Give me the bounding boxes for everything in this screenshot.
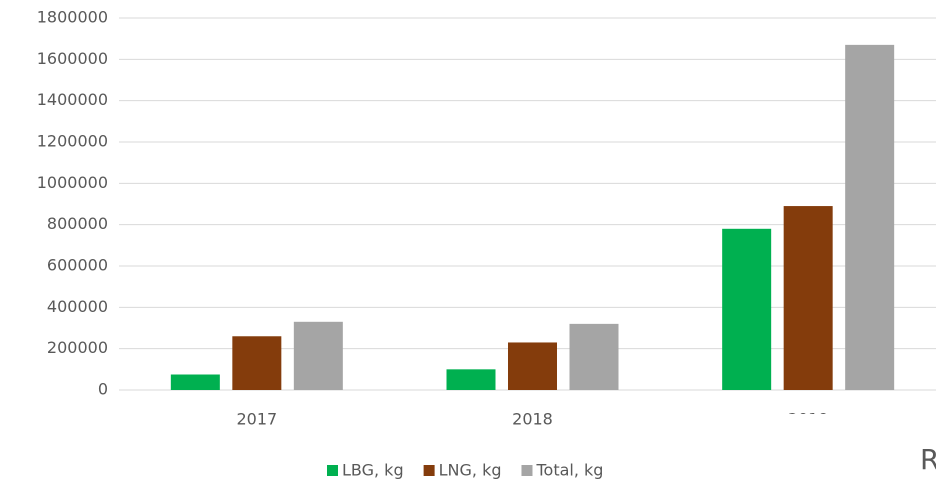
- y-tick-label: 200000: [47, 338, 108, 357]
- bar: [232, 336, 282, 390]
- y-tick-label: 1600000: [37, 49, 108, 68]
- bar: [722, 228, 772, 390]
- legend-swatch: [423, 465, 435, 476]
- annotation: R: [920, 443, 936, 476]
- overlay: [700, 414, 936, 444]
- bar: [569, 323, 619, 390]
- y-tick-label: 1200000: [37, 132, 108, 151]
- legend-swatch: [521, 465, 533, 476]
- bar: [508, 342, 557, 390]
- x-tick-label: 2018: [512, 410, 553, 429]
- y-tick-label: 1400000: [37, 90, 108, 109]
- bar: [170, 374, 220, 390]
- legend-swatch: [327, 465, 338, 476]
- y-tick-label: 1000000: [37, 173, 108, 192]
- bar: [783, 206, 833, 390]
- bar: [845, 44, 895, 390]
- y-tick-label: 0: [98, 380, 108, 399]
- bar: [446, 369, 496, 390]
- y-tick-label: 1800000: [37, 8, 108, 27]
- y-tick-label: 800000: [47, 214, 108, 233]
- y-tick-label: 400000: [47, 297, 108, 316]
- x-tick-label: 2017: [236, 410, 277, 429]
- legend-label: LNG, kg: [439, 461, 502, 480]
- y-tick-label: 600000: [47, 256, 108, 275]
- legend-label: LBG, kg: [342, 461, 404, 480]
- legend-label: Total, kg: [535, 461, 603, 480]
- bar: [293, 321, 343, 390]
